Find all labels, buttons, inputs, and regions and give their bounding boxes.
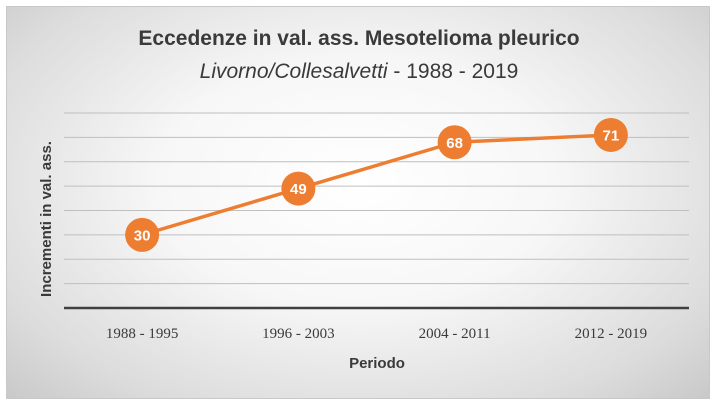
- data-label: 71: [603, 127, 620, 144]
- chart-area: Eccedenze in val. ass. Mesotelioma pleur…: [6, 6, 710, 399]
- chart-title: Eccedenze in val. ass. Mesotelioma pleur…: [138, 27, 579, 50]
- data-point-marker: [437, 125, 472, 160]
- data-label: 30: [134, 227, 151, 244]
- series-layer: 30 49 68 71: [125, 117, 628, 252]
- chart-subtitle-years: - 1988 - 2019: [388, 60, 519, 83]
- x-tick-label: 2012 - 2019: [575, 326, 648, 342]
- x-tick-label: 2004 - 2011: [419, 326, 491, 342]
- data-point-marker: [281, 171, 316, 206]
- data-label: 49: [290, 181, 307, 198]
- line-chart: Eccedenze in val. ass. Mesotelioma pleur…: [38, 27, 689, 372]
- x-tick-label: 1996 - 2003: [262, 326, 335, 342]
- chart-subtitle-place: Livorno/Collesalvetti: [200, 60, 389, 83]
- data-label: 68: [446, 135, 463, 152]
- gridlines: [64, 112, 689, 285]
- chart-subtitle: Livorno/Collesalvetti - 1988 - 2019: [200, 60, 519, 83]
- series-line: [141, 133, 611, 237]
- x-tick-labels: 1988 - 1995 1996 - 2003 2004 - 2011 2012 - …: [106, 326, 647, 342]
- x-axis-title: Periodo: [349, 355, 405, 372]
- y-axis-title: Incrementi in val. ass.: [38, 141, 55, 297]
- x-tick-label: 1988 - 1995: [106, 326, 179, 342]
- data-point-marker: [125, 217, 160, 252]
- data-point-marker: [593, 117, 628, 152]
